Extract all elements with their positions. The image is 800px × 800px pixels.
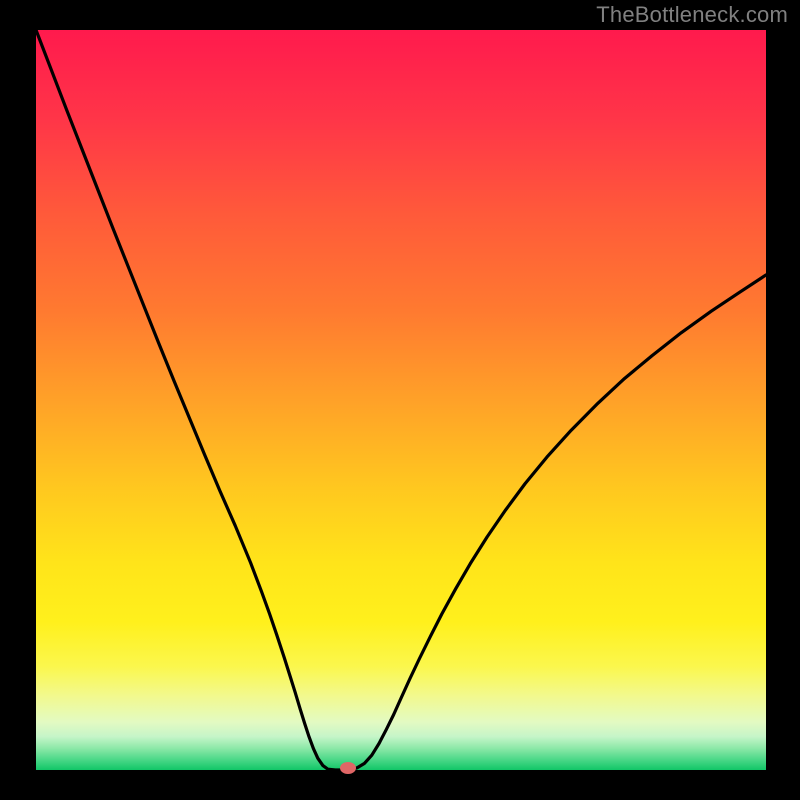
watermark-text: TheBottleneck.com — [596, 2, 788, 28]
bottleneck-marker — [340, 762, 356, 774]
chart-frame: TheBottleneck.com — [0, 0, 800, 800]
plot-area — [36, 30, 766, 770]
